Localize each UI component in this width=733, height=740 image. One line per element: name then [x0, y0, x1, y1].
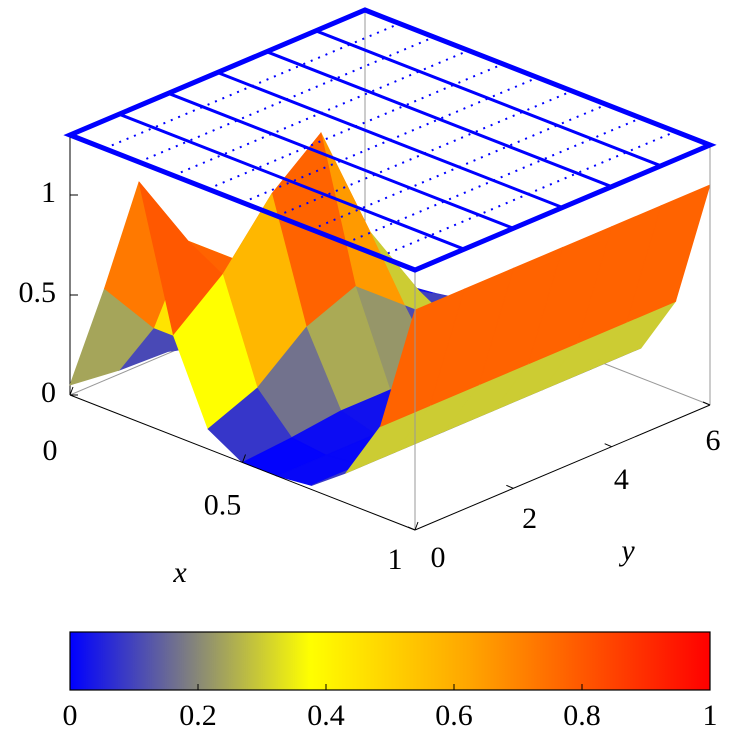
x-tick-label: 0.5 — [204, 488, 242, 521]
y-tick-label: 4 — [614, 463, 629, 496]
y-tick-label: 0 — [431, 541, 446, 574]
top-mesh-line — [266, 50, 613, 189]
top-mesh-line — [173, 49, 469, 177]
y-tick — [604, 443, 612, 448]
box-edge — [414, 404, 711, 531]
y-tick — [407, 526, 416, 531]
colorbar-tick-label: 0 — [63, 699, 78, 732]
y-axis-label: y — [618, 534, 635, 567]
axis-box-front — [63, 7, 717, 531]
top-mesh-line — [276, 90, 573, 217]
top-mesh-line — [315, 29, 662, 168]
top-mesh-line — [345, 117, 642, 244]
x-tick — [69, 386, 74, 396]
top-mesh-line — [207, 63, 504, 190]
y-tick-label: 6 — [706, 424, 721, 457]
colorbar-tick-label: 0.6 — [435, 699, 473, 732]
x-tick-label: 1 — [388, 543, 403, 576]
y-tick — [506, 484, 514, 489]
surface — [69, 131, 711, 486]
colorbar-tick-label: 1 — [703, 699, 718, 732]
top-mesh-line — [380, 130, 676, 258]
z-tick-label: 0 — [41, 376, 56, 409]
x-axis-label: x — [172, 556, 187, 589]
colorbar-tick-label: 0.8 — [563, 699, 601, 732]
z-tick-label: 0.5 — [19, 276, 57, 309]
top-mesh-line — [242, 76, 538, 204]
x-tick — [414, 521, 419, 531]
colorbar-tick-label: 0.4 — [307, 699, 345, 732]
colorbar: 0 0.2 0.4 0.6 0.8 1 — [63, 631, 718, 732]
x-tick-label: 0 — [43, 434, 58, 467]
top-mesh-line — [311, 103, 607, 231]
x-tick — [242, 454, 246, 463]
surface-patch — [379, 288, 465, 428]
top-mesh-line — [167, 91, 514, 230]
top-mesh-line — [104, 22, 400, 150]
y-tick-label: 2 — [522, 502, 537, 535]
top-mesh-line — [118, 112, 465, 251]
y-tick — [702, 401, 711, 406]
colorbar-fill — [69, 631, 711, 691]
z-tick-label: 1 — [41, 176, 56, 209]
top-mesh-line — [138, 36, 435, 163]
colorbar-tick-label: 0.2 — [179, 699, 217, 732]
